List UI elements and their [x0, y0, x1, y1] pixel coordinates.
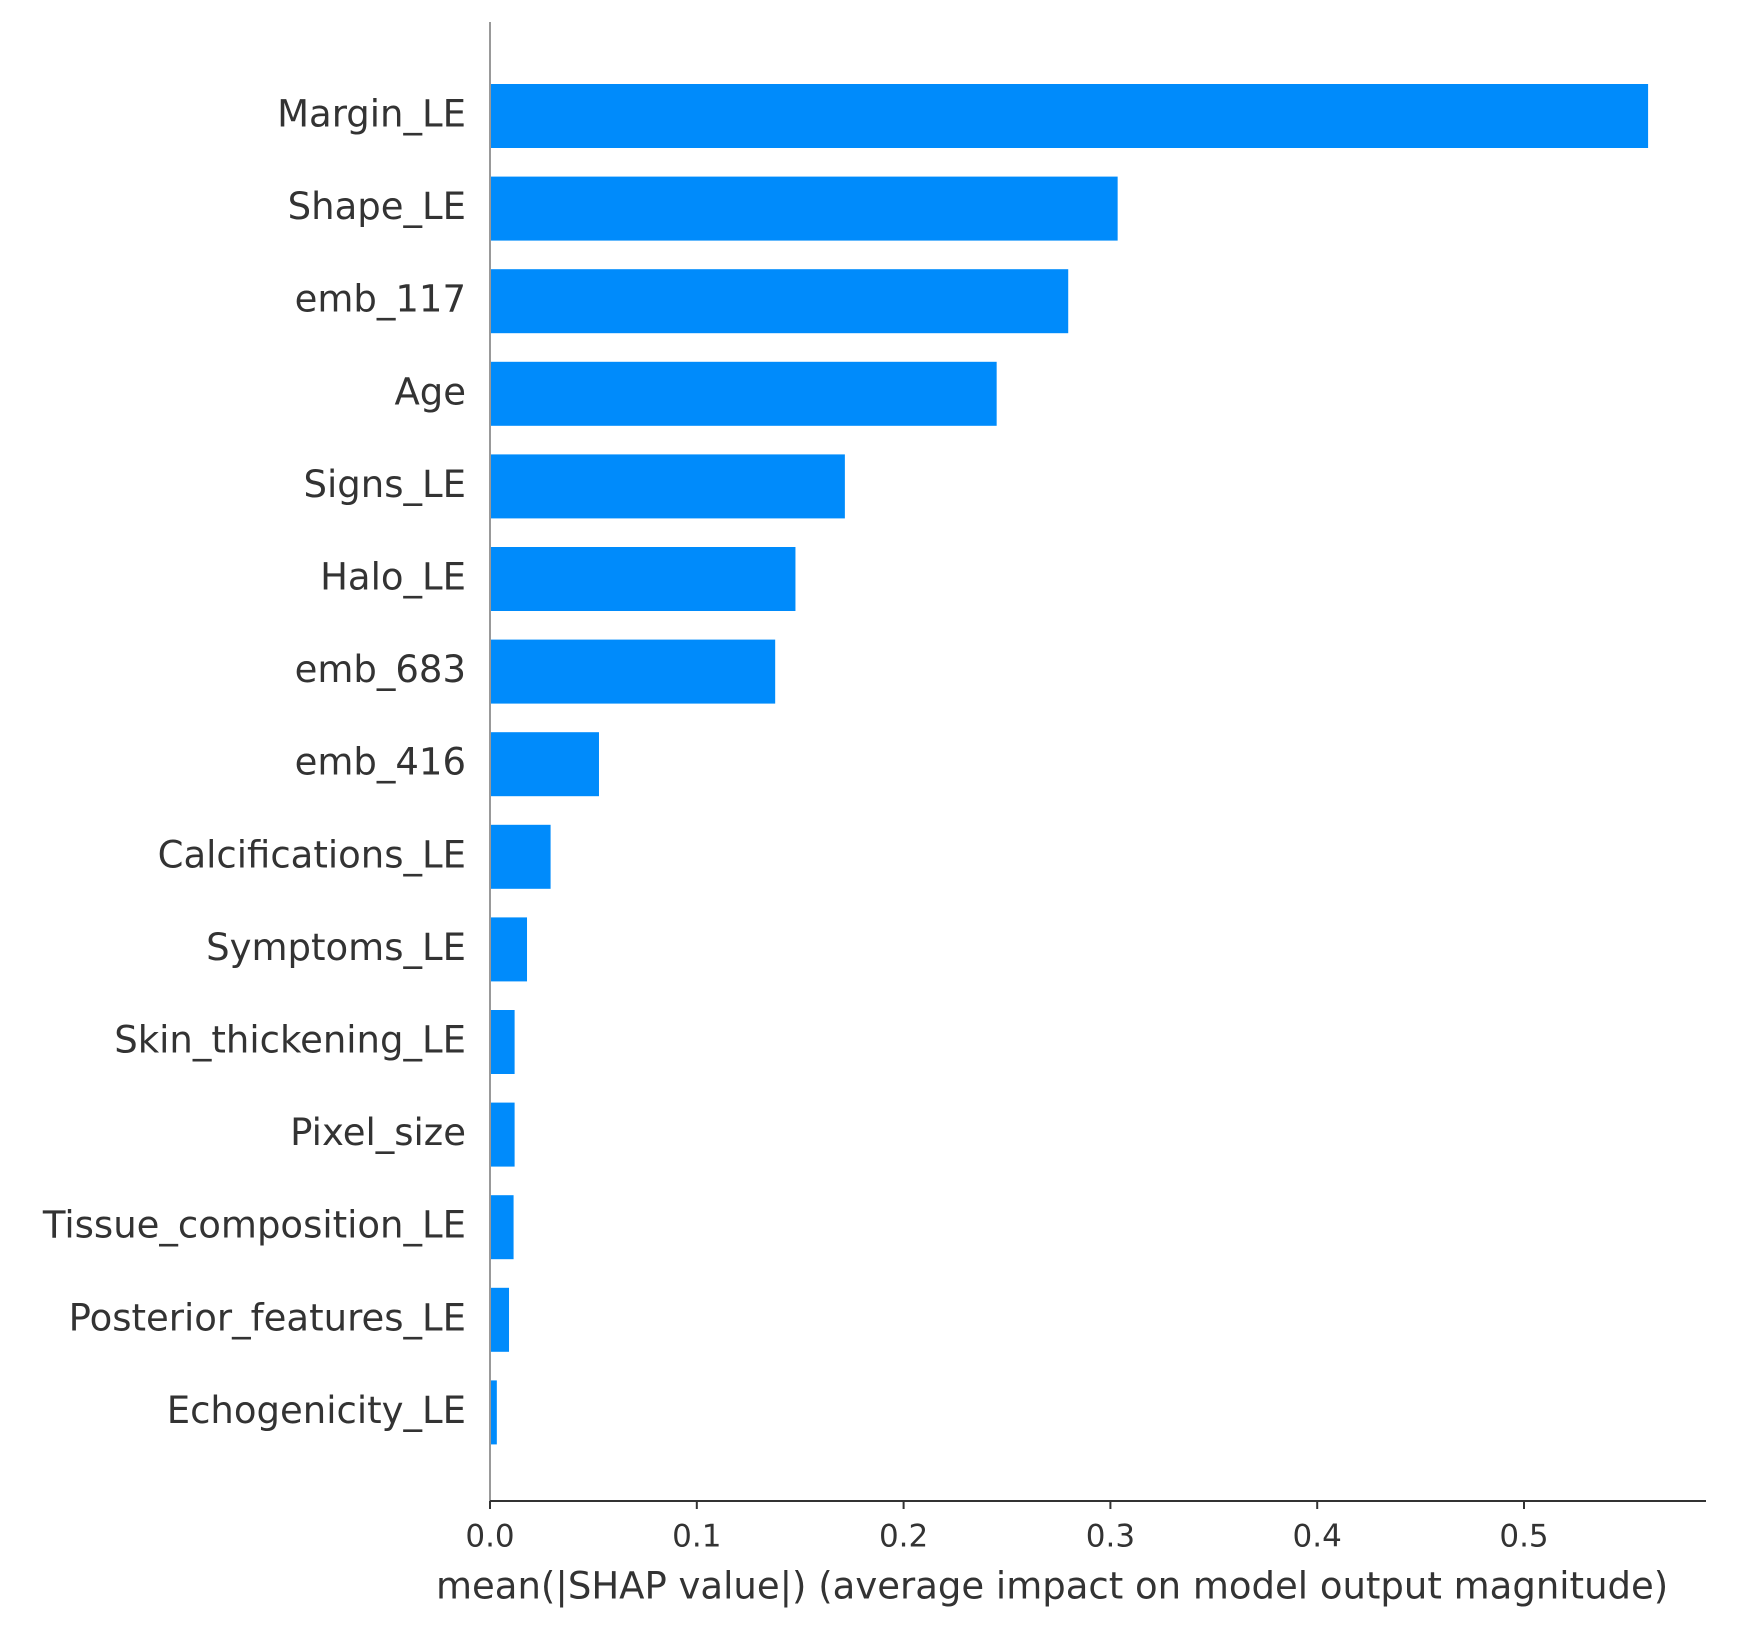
y-tick-label: Margin_LE — [277, 93, 466, 136]
x-tick-label: 0.2 — [879, 1519, 928, 1555]
bar — [490, 269, 1069, 334]
y-tick-label: Skin_thickening_LE — [114, 1019, 466, 1062]
x-axis-label: mean(|SHAP value|) (average impact on mo… — [436, 1565, 1668, 1608]
bar — [490, 1380, 497, 1445]
bar — [490, 84, 1649, 148]
y-tick-label: Pixel_size — [290, 1111, 466, 1154]
bar — [490, 1102, 515, 1167]
y-tick-label: Signs_LE — [304, 463, 466, 506]
y-tick-label: Posterior_features_LE — [69, 1296, 466, 1339]
bar — [490, 732, 599, 797]
bar — [490, 639, 776, 704]
y-tick-label: Shape_LE — [288, 185, 466, 228]
bar — [490, 917, 528, 982]
y-tick-label: emb_117 — [295, 278, 466, 321]
bar — [490, 361, 997, 426]
x-tick-label: 0.4 — [1293, 1519, 1342, 1555]
y-tick-label: Symptoms_LE — [206, 926, 466, 969]
y-tick-label: Halo_LE — [320, 556, 466, 599]
bar — [490, 454, 845, 519]
y-tick-label: Tissue_composition_LE — [42, 1204, 466, 1247]
bar — [490, 176, 1118, 241]
y-tick-label: Echogenicity_LE — [167, 1389, 466, 1432]
bar — [490, 1195, 514, 1260]
y-tick-label: Age — [394, 370, 466, 413]
y-tick-label: Calcifications_LE — [158, 833, 466, 876]
x-tick-label: 0.5 — [1499, 1519, 1548, 1555]
x-tick-label: 0.3 — [1086, 1519, 1135, 1555]
y-tick-label: emb_683 — [295, 648, 466, 691]
x-tick-label: 0.1 — [672, 1519, 721, 1555]
bar — [490, 824, 551, 889]
bar — [490, 1287, 510, 1352]
bar — [490, 547, 796, 611]
y-tick-label: emb_416 — [295, 741, 466, 784]
bar — [490, 1010, 515, 1074]
x-tick-label: 0.0 — [465, 1519, 514, 1555]
